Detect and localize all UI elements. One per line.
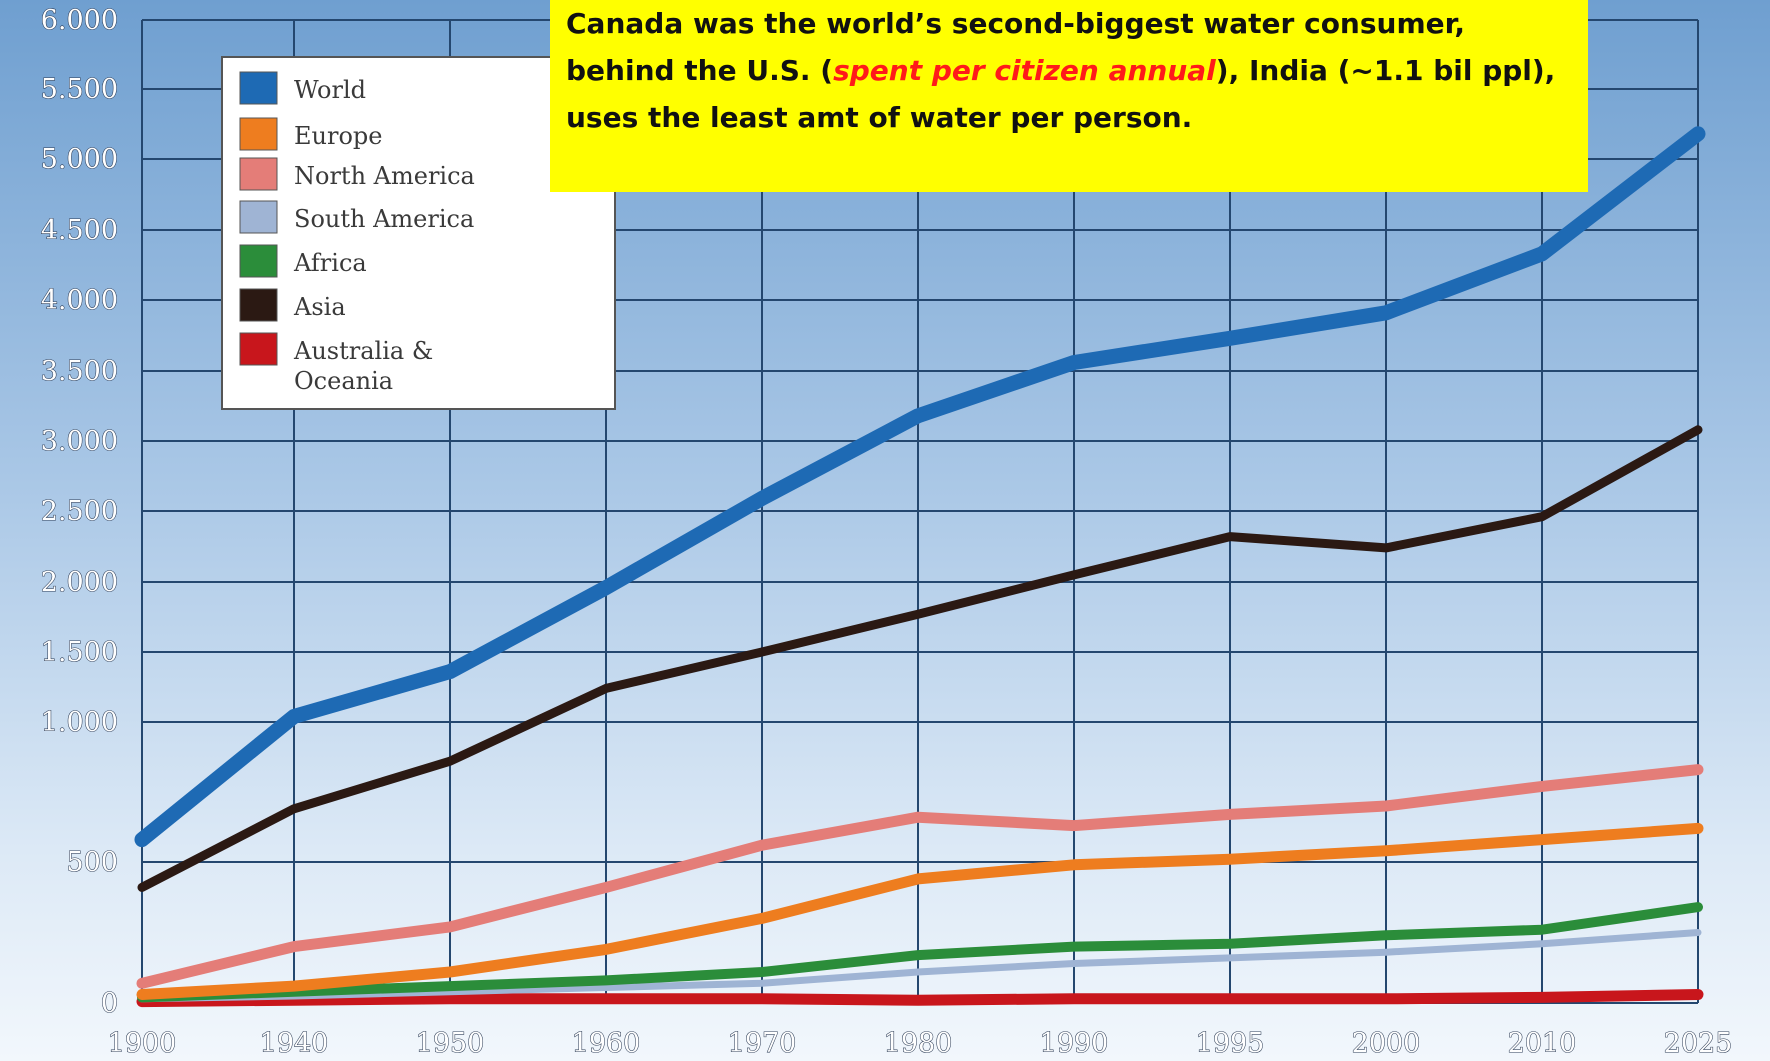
y-tick-label: 0 <box>101 988 118 1019</box>
x-tick-label: 1950 <box>416 1028 485 1059</box>
y-tick-label: 4.500 <box>41 215 118 246</box>
y-tick-label: 500 <box>66 847 118 878</box>
chart-legend: World Europe North America South America Afr… <box>221 56 616 410</box>
callout-text-part2: ), India (~1.1 bil ppl), uses the least … <box>566 54 1556 134</box>
legend-box <box>221 56 616 410</box>
y-axis-ticks: 0 500 1.000 1.500 2.000 2.500 3.000 3.500 4.000 4… <box>40 4 118 1019</box>
y-tick-label: 2.500 <box>41 496 118 527</box>
series-line-africa <box>137 902 1703 1003</box>
legend-label: Europe <box>294 122 382 150</box>
y-tick-label: 5.000 <box>41 144 118 175</box>
legend-swatch <box>239 157 278 191</box>
series-line-australia-oceania <box>136 989 1704 1008</box>
series-line-north-america <box>136 764 1704 989</box>
y-tick-label: 1.000 <box>41 707 118 738</box>
legend-label: Oceania <box>294 367 393 395</box>
callout-text-part1: Canada was the world’s second-biggest wa… <box>566 7 1465 87</box>
x-axis-ticks: 1900 1940 1950 1960 1970 1980 1990 1995 2000 2010… <box>107 1027 1733 1059</box>
series-line-asia <box>137 425 1703 892</box>
y-tick-label: 1.500 <box>41 637 118 668</box>
series-line-world <box>134 126 1706 848</box>
y-tick-label: 3.000 <box>41 426 118 457</box>
legend-swatch <box>239 117 278 151</box>
legend-swatch <box>239 71 278 105</box>
y-tick-label: 4.000 <box>41 285 118 316</box>
legend-swatch <box>239 244 278 278</box>
legend-label: Australia & <box>293 337 433 365</box>
x-tick-label: 2025 <box>1664 1028 1733 1059</box>
x-tick-label: 1900 <box>108 1028 177 1059</box>
y-tick-label: 5.500 <box>41 74 118 105</box>
x-tick-label: 1990 <box>1040 1028 1109 1059</box>
chart-series <box>134 126 1706 1008</box>
x-tick-label: 1940 <box>260 1028 329 1059</box>
legend-label: Asia <box>293 293 346 321</box>
callout-highlight: spent per citizen annual <box>833 54 1216 87</box>
legend-label: South America <box>294 205 474 233</box>
callout-note: Canada was the world’s second-biggest wa… <box>550 0 1588 192</box>
x-tick-label: 2000 <box>1352 1028 1421 1059</box>
legend-swatch <box>239 200 278 234</box>
x-tick-label: 1970 <box>728 1028 797 1059</box>
x-tick-label: 1960 <box>572 1028 641 1059</box>
series-line-europe <box>136 822 1704 1000</box>
legend-swatch <box>239 332 278 366</box>
legend-swatch <box>239 288 278 322</box>
y-tick-label: 2.000 <box>41 567 118 598</box>
legend-label: World <box>294 76 366 104</box>
y-tick-label: 3.500 <box>41 356 118 387</box>
legend-label: North America <box>294 162 475 190</box>
x-tick-label: 1980 <box>884 1028 953 1059</box>
series-line-south-america <box>138 929 1702 1003</box>
x-tick-label: 2010 <box>1508 1028 1577 1059</box>
legend-label: Africa <box>293 249 367 277</box>
x-tick-label: 1995 <box>1196 1028 1265 1059</box>
y-tick-label: 6.000 <box>41 5 118 36</box>
